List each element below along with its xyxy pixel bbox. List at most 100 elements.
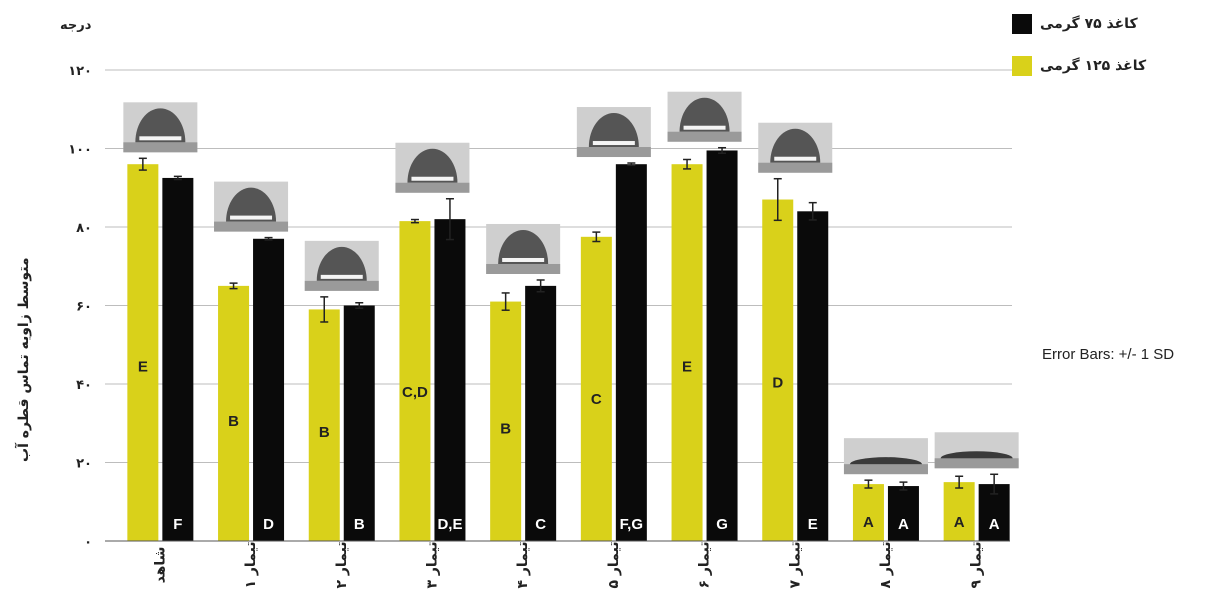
droplet-surface xyxy=(934,458,1019,469)
x-tick-label: تیمار ۲ xyxy=(334,541,350,588)
bar-75 xyxy=(706,150,738,541)
significance-letter: D,E xyxy=(437,516,462,533)
droplet-shape xyxy=(679,97,730,132)
y-tick-label: ۴۰ xyxy=(76,378,92,393)
droplet-surface xyxy=(576,147,651,158)
droplet-reflection xyxy=(502,257,545,262)
significance-letter: B xyxy=(354,516,365,533)
error-bars-layer xyxy=(138,146,999,495)
bar-125 xyxy=(671,164,703,541)
droplet-surface xyxy=(214,221,289,232)
bar-75 xyxy=(253,238,285,541)
droplet-reflection xyxy=(139,136,182,141)
bar-125 xyxy=(762,199,794,541)
bar-75 xyxy=(162,177,194,541)
significance-letter: B xyxy=(319,424,330,441)
droplet-image xyxy=(486,223,561,274)
significance-letter: G xyxy=(716,516,728,533)
x-tick-label: تیمار ۸ xyxy=(878,541,894,588)
significance-letter: F,G xyxy=(620,516,643,533)
droplet-image xyxy=(843,438,928,475)
droplet-surface xyxy=(304,280,379,291)
legend-label-125: کاغذ ۱۲۵ گرمی xyxy=(1040,58,1147,74)
legend-label-75: کاغذ ۷۵ گرمی xyxy=(1040,16,1138,32)
droplet-image xyxy=(304,240,379,291)
legend-swatch-75 xyxy=(1012,14,1032,34)
droplet-surface xyxy=(667,131,742,142)
significance-letter: C xyxy=(535,516,546,533)
droplet-reflection xyxy=(411,176,454,181)
significance-letter: A xyxy=(898,516,909,533)
droplet-surface xyxy=(758,162,833,173)
bar-125 xyxy=(490,301,522,541)
x-tick-label: تیمار ۶ xyxy=(697,541,713,588)
significance-letter: A xyxy=(863,514,874,531)
droplet-reflection xyxy=(774,156,817,161)
y-axis-label: متوسط زاویه تماس قطره آب xyxy=(16,257,32,463)
significance-letter: D xyxy=(772,374,783,391)
significance-letter: C xyxy=(591,391,602,408)
significance-letter: D xyxy=(263,516,274,533)
bar-125 xyxy=(218,285,250,541)
bar-125 xyxy=(127,164,159,541)
legend: کاغذ ۷۵ گرمی کاغذ ۱۲۵ گرمی xyxy=(1012,14,1146,98)
significance-letter: B xyxy=(500,420,511,437)
significance-letter: A xyxy=(954,514,965,531)
y-tick-label: ۶۰ xyxy=(76,300,92,315)
y-axis-ticks: ۰ ۲۰ ۴۰ ۶۰ ۸۰ ۱۰۰ ۱۲۰ xyxy=(68,64,92,550)
bar-75 xyxy=(434,219,466,541)
significance-letter: E xyxy=(808,516,818,533)
bar-125 xyxy=(399,221,431,542)
x-tick-label: تیمار ۳ xyxy=(424,541,440,588)
bars-layer xyxy=(127,150,1010,542)
droplet-image xyxy=(758,122,833,173)
significance-letter: C,D xyxy=(402,384,428,401)
significance-letter: E xyxy=(682,358,692,375)
bar-75 xyxy=(797,211,829,542)
droplet-surface xyxy=(486,263,561,274)
droplet-image xyxy=(934,432,1019,469)
droplet-shape xyxy=(770,128,821,163)
droplet-image xyxy=(667,91,742,142)
y-tick-label: ۸۰ xyxy=(76,221,92,236)
x-tick-label: تیمار ۴ xyxy=(515,541,531,588)
droplet-shape xyxy=(498,229,549,264)
x-tick-label: شاهد xyxy=(152,547,168,584)
droplet-reflection xyxy=(592,141,635,146)
y-tick-label: ۱۲۰ xyxy=(68,64,92,79)
error-bars-note: Error Bars: +/- 1 SD xyxy=(1042,346,1175,363)
droplet-reflection xyxy=(230,215,273,220)
bar-125 xyxy=(943,482,975,541)
droplet-shape xyxy=(135,108,186,143)
x-tick-label: تیمار ۵ xyxy=(606,541,622,588)
droplet-shape xyxy=(407,148,458,183)
significance-letter: B xyxy=(228,413,239,430)
bar-125 xyxy=(308,309,340,541)
legend-item-125: کاغذ ۱۲۵ گرمی xyxy=(1012,56,1146,76)
droplet-image xyxy=(214,181,289,232)
bar-125 xyxy=(580,236,612,541)
y-tick-label: ۰ xyxy=(84,535,92,550)
droplet-image xyxy=(395,142,470,193)
bar-75 xyxy=(615,164,647,541)
y-tick-label: ۲۰ xyxy=(76,457,92,472)
bar-75 xyxy=(525,285,557,541)
legend-swatch-125 xyxy=(1012,56,1032,76)
significance-letter: E xyxy=(138,358,148,375)
droplet-image xyxy=(576,107,651,158)
x-tick-label: تیمار ۱ xyxy=(243,541,259,588)
bar-125 xyxy=(852,484,884,541)
y-axis-unit: درجه xyxy=(60,18,92,33)
droplet-shape xyxy=(316,246,367,281)
significance-letter: A xyxy=(989,516,1000,533)
legend-item-75: کاغذ ۷۵ گرمی xyxy=(1012,14,1146,34)
droplet-surface xyxy=(123,142,198,153)
x-axis-ticks: شاهد تیمار ۱ تیمار ۲ تیمار ۳ تیمار ۴ تیمار ۵ ت… xyxy=(152,541,984,588)
droplet-surface xyxy=(395,182,470,193)
droplet-shape xyxy=(588,113,639,148)
bar-75 xyxy=(343,305,375,541)
droplet-shape xyxy=(226,187,277,222)
x-tick-label: تیمار ۹ xyxy=(969,541,985,588)
y-tick-label: ۱۰۰ xyxy=(68,143,92,158)
